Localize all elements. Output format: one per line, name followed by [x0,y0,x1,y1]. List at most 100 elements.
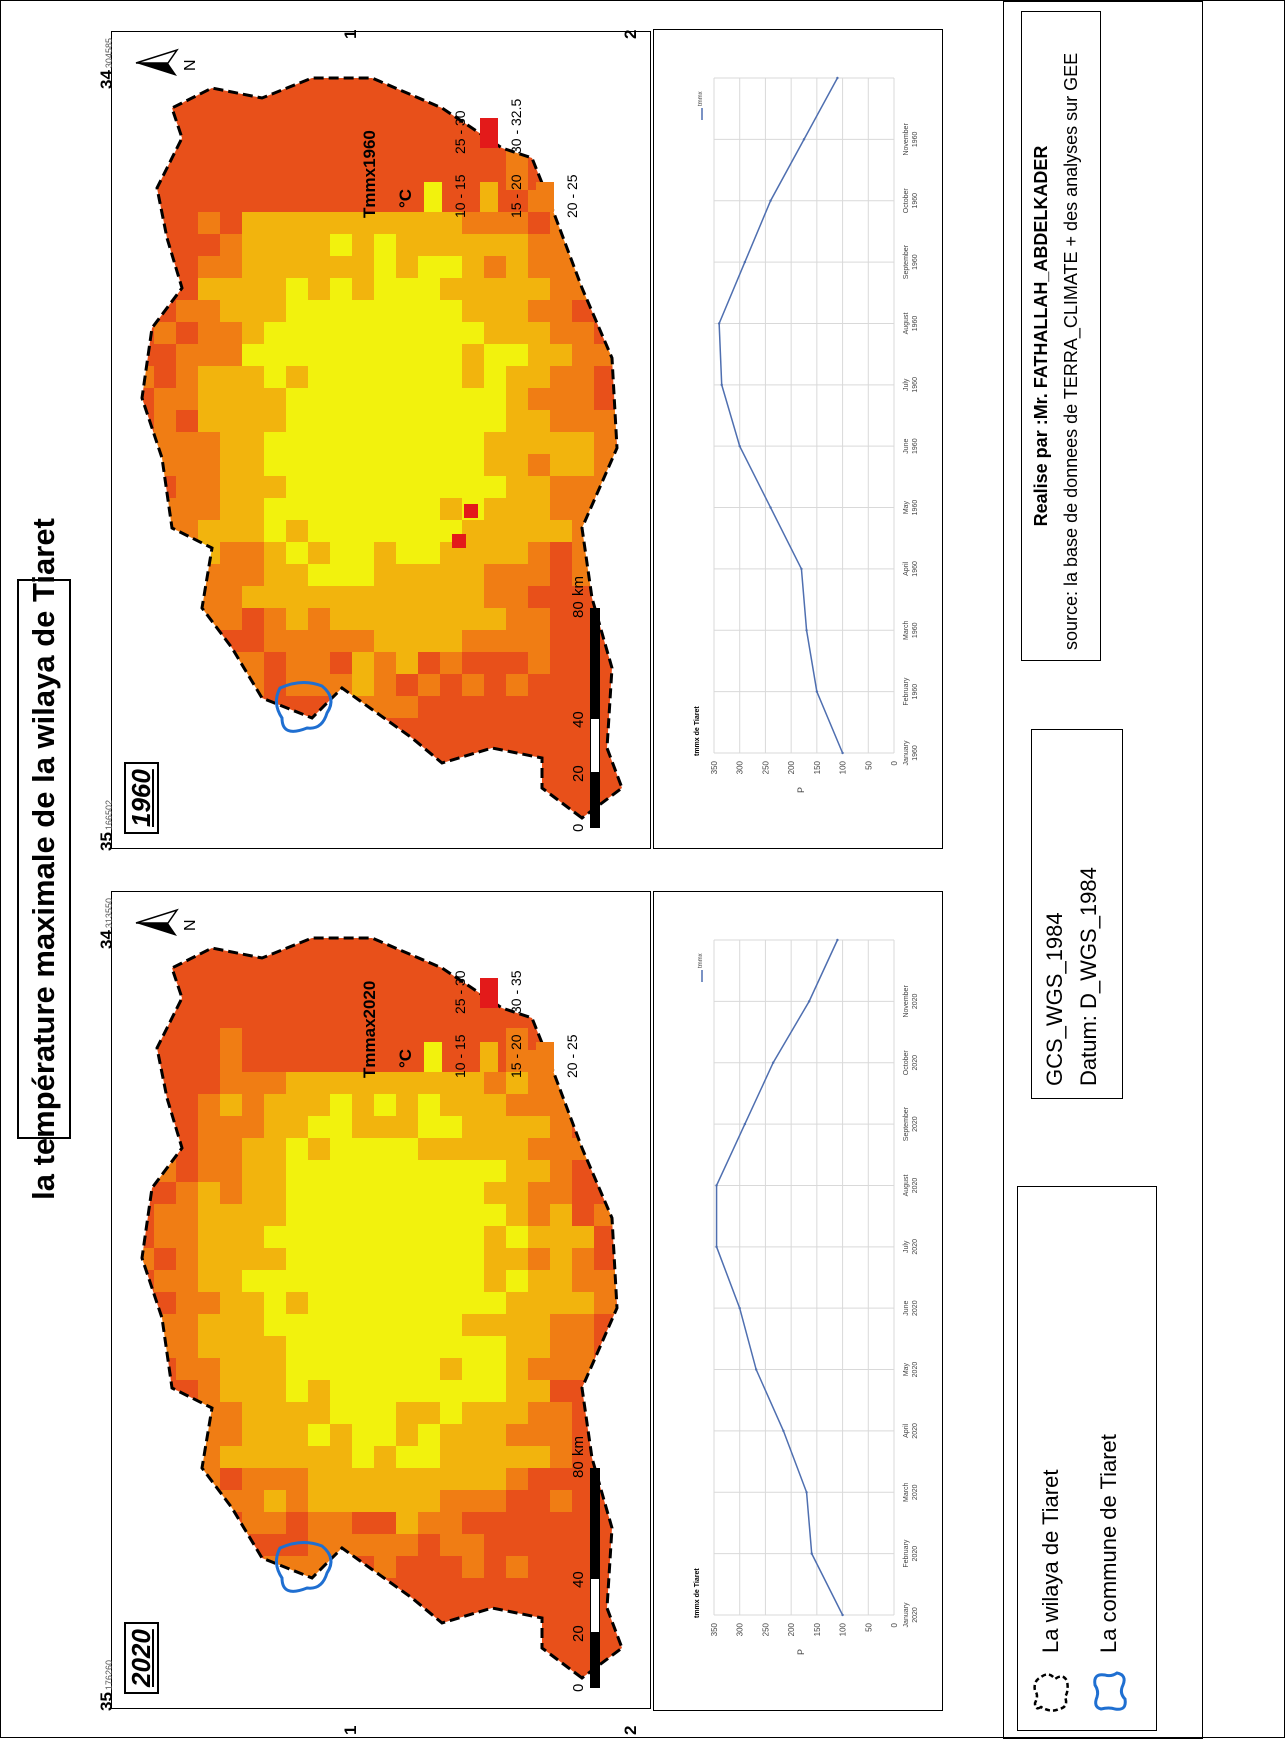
legend-label: 15 - 20 [508,174,524,218]
commune-boundary [275,1541,333,1593]
series-line [715,939,844,1616]
map-frame-2020: 2020 N Tmmax2020 °C 10 - 15 15 - 20 20 -… [111,891,651,1709]
legend-title-1960: Tmmx1960 [360,130,379,218]
data-point [720,383,723,387]
x-tick-label: October 1960 [903,188,919,214]
legend-unit-1960: °C [396,188,415,208]
scale-unit: km [570,576,587,596]
x-tick-label: January 1960 [903,740,919,765]
x-tick-label: June 1960 [903,438,919,454]
y-tick-label: 200 [787,760,796,774]
legend-title-2020: Tmmax2020 [360,980,379,1078]
data-point [738,1306,741,1310]
y-tick-label: 350 [710,1622,719,1636]
scale-tick: 0 [570,823,587,832]
x-tick-label: April 2020 [903,1423,919,1439]
scale-tick: 20 [570,765,587,782]
lat-label-bottom: 34313550 [97,898,116,949]
lon-label-left: 1 [341,1725,360,1735]
y-tick-label: 0 [890,1622,899,1627]
x-tick-label: January 2020 [903,1602,919,1627]
title-box: la température maximale de la wilaya de … [17,518,71,1200]
data-point [771,1061,775,1064]
map-frame-1960: 1960 N Tmmx1960 °C 10 - 15 15 - 20 20 - … [111,31,651,849]
lat-label-top: 35166502 [97,800,116,851]
y-tick-label: 0 [890,760,899,765]
commune-boundary [275,681,333,733]
legend-swatch [480,978,498,1008]
y-tick-label: 200 [787,1622,796,1636]
lat-label-top: 35176260 [97,1660,116,1711]
legend-wilaya: La wilaya de Tiaret [1031,1470,1071,1715]
y-tick-label: 250 [761,760,770,774]
legend-label: 20 - 25 [564,174,580,218]
chart-frame-2020: 0 50 100 150 200 250 300 350 January 2020 February… [653,891,943,1711]
x-tick-label: May 2020 [903,1362,919,1378]
data-point [754,1368,758,1371]
legend-label: 30 - 35 [508,970,524,1014]
legend-commune: La commune de Tiaret [1089,1434,1129,1715]
y-tick-label: 50 [864,1622,873,1631]
datum-label: Datum: D_WGS_1984 [1076,867,1101,1086]
data-point [805,629,808,632]
lon-label-right: 2 [621,1725,640,1735]
x-tick-label: November 2020 [903,985,919,1018]
data-point [802,138,806,141]
data-point [836,76,839,80]
y-tick-label: 100 [839,760,848,774]
y-tick-label: 100 [839,1622,848,1636]
map-1960 [140,76,624,820]
line-chart-1960: 0 50 100 150 200 250 300 350 January 1960 February… [701,76,919,793]
commune-boundary-icon [1093,1671,1127,1711]
x-tick-label: March 1960 [903,620,919,640]
wilaya-boundary [140,76,624,820]
x-tick-label: October 2020 [903,1050,919,1076]
legend-swatch [480,1042,498,1072]
credit-box: Realise par :Mr. FATHALLAH_ABDELKADER so… [1021,11,1101,661]
x-tick-label: August 1960 [903,313,919,335]
y-axis-label: P [796,787,806,793]
x-tick-label: July 1960 [903,377,919,393]
legend-label: 10 - 15 [452,1034,468,1078]
wilaya-boundary [140,936,624,1680]
scale-tick: 40 [570,1571,587,1588]
scale-tick: 0 [570,1683,587,1692]
y-tick-label: 300 [736,1622,745,1636]
page-title: la température maximale de la wilaya de … [26,518,61,1200]
x-tick-label: August 2020 [903,1175,919,1197]
legend-swatch [424,182,442,212]
data-point [800,567,803,571]
legend-swatch [424,1042,442,1072]
legend-swatch [536,182,554,212]
legend-swatch [424,118,442,148]
north-arrow-icon: N [135,48,199,76]
scale-bar-1960: 0 20 40 80 km [570,576,640,832]
legend-wilaya-label: La wilaya de Tiaret [1038,1469,1063,1653]
data-point [805,1491,808,1494]
legend-label: 15 - 20 [508,1034,524,1078]
y-tick-label: 250 [761,1622,770,1636]
raster-2020 [142,938,622,1678]
data-point [717,322,721,325]
data-point [743,260,747,264]
data-point [738,444,741,448]
chart-legend: tmmx [698,91,704,106]
map-2020 [140,936,624,1680]
legend-label: 20 - 25 [564,1034,580,1078]
chart-legend: tmmx [698,953,704,968]
y-tick-label: 150 [813,760,822,774]
scale-tick: 20 [570,1625,587,1642]
data-point [715,1245,718,1249]
legend-swatch [424,978,442,1008]
data-point [769,506,772,509]
data-point [841,1613,844,1617]
data-point [715,1184,718,1187]
crs-label: GCS_WGS_1984 [1042,912,1067,1086]
data-point [743,1122,747,1126]
y-tick-label: 150 [813,1622,822,1636]
x-tick-label: April 1960 [903,561,919,577]
chart-title: tmmx de Tiaret [694,1568,701,1618]
data-point [810,1552,813,1555]
legend-swatch [536,1042,554,1072]
